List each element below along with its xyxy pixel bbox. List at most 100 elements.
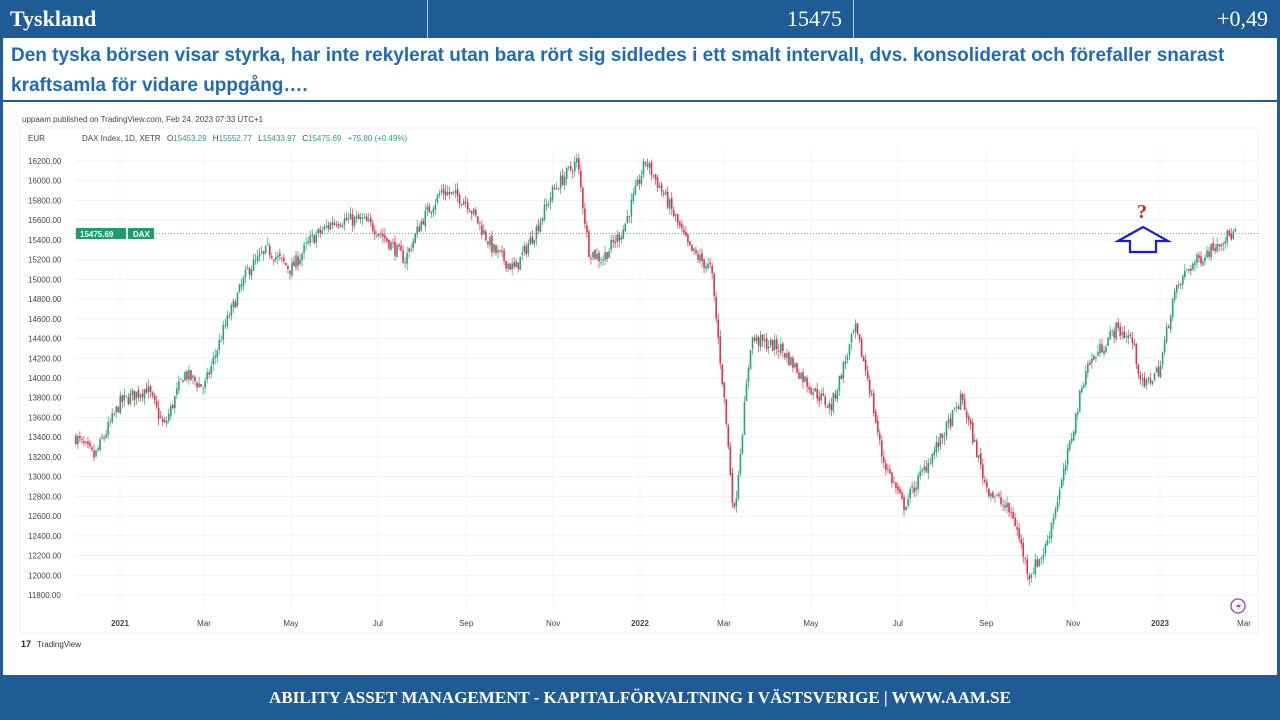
candle-body — [913, 487, 915, 493]
candle-body — [842, 362, 845, 379]
candle-body — [594, 249, 596, 259]
candle-body — [969, 420, 972, 425]
candle-body — [1139, 374, 1142, 380]
candle-body — [458, 195, 461, 204]
candle-body — [1076, 411, 1079, 415]
candle-body — [1190, 268, 1192, 271]
candle-body — [519, 256, 522, 270]
candle-body — [470, 211, 473, 214]
candle-body — [822, 393, 825, 396]
candle-body — [626, 215, 629, 223]
x-tick-label: Sep — [979, 619, 994, 628]
low-value: 15433.97 — [263, 134, 297, 143]
candle-body — [975, 440, 978, 458]
candle-body — [971, 422, 974, 443]
candle-body — [1151, 380, 1154, 384]
candle-body — [763, 339, 766, 342]
x-tick-label: Nov — [546, 619, 560, 628]
candle-body — [662, 193, 665, 195]
candle-body — [891, 472, 893, 483]
candle-body — [489, 237, 491, 246]
candle-body — [808, 387, 810, 390]
candle-body — [800, 373, 802, 379]
candle-body — [784, 352, 786, 358]
candle-body — [941, 433, 944, 438]
candle-body — [521, 252, 524, 255]
candle-body — [87, 441, 89, 445]
candle-body — [117, 406, 120, 413]
candle-body — [531, 236, 534, 244]
candle-body — [535, 226, 538, 240]
candle-body — [810, 388, 812, 394]
candle-body — [812, 392, 814, 395]
candle-body — [493, 244, 495, 252]
candle-body — [963, 399, 966, 410]
y-tick-label: 14600.00 — [28, 315, 62, 324]
candle-body — [315, 234, 318, 243]
candle-body — [608, 251, 610, 258]
candle-body — [1169, 316, 1172, 330]
candle-body — [883, 456, 885, 463]
candle-body — [683, 229, 685, 233]
candle-body — [139, 394, 142, 398]
candle-body — [947, 419, 950, 423]
candle-body — [95, 450, 97, 457]
candle-body — [755, 336, 758, 342]
candle-body — [695, 250, 697, 254]
candle-body — [749, 349, 752, 369]
x-tick-label: 2022 — [631, 619, 649, 628]
candle-body — [1058, 489, 1061, 500]
candle-body — [442, 188, 445, 194]
candle-body — [806, 377, 808, 387]
header-bar: Tyskland 15475 +0,49 — [0, 0, 1280, 38]
lightning-icon[interactable] — [1230, 598, 1246, 614]
candle-body — [699, 254, 701, 261]
candle-body — [186, 371, 188, 380]
candle-body — [361, 217, 364, 219]
candle-body — [727, 426, 730, 447]
candle-body — [988, 488, 990, 497]
candle-body — [1020, 538, 1022, 544]
candle-body — [200, 384, 202, 387]
candle-body — [798, 372, 800, 379]
candle-body — [802, 371, 804, 383]
candle-body — [1107, 338, 1109, 346]
dax-chart[interactable]: uppaam published on TradingView.com, Feb… — [12, 108, 1268, 668]
candle-body — [874, 411, 877, 423]
x-tick-label: Mar — [1237, 619, 1251, 628]
candle-body — [483, 230, 485, 235]
candle-body — [380, 233, 382, 235]
candle-body — [650, 162, 653, 176]
candle-body — [1111, 330, 1113, 331]
candle-body — [953, 407, 956, 409]
candle-body — [365, 216, 368, 222]
candle-body — [224, 324, 227, 326]
candle-body — [828, 402, 831, 409]
candle-body — [351, 214, 354, 226]
candle-body — [1141, 379, 1144, 381]
candle-body — [384, 235, 386, 239]
candle-body — [182, 380, 184, 383]
candle-body — [610, 239, 612, 250]
candle-body — [428, 206, 431, 213]
candle-body — [501, 250, 503, 252]
candle-body — [244, 269, 247, 278]
candle-body — [640, 175, 643, 184]
candle-body — [703, 259, 705, 268]
candle-body — [1200, 256, 1202, 264]
candle-body — [907, 498, 909, 506]
candle-body — [525, 246, 528, 254]
candle-body — [933, 450, 936, 456]
candle-body — [1226, 230, 1229, 243]
candle-body — [957, 406, 960, 410]
candle-body — [939, 433, 942, 446]
candle-body — [113, 413, 116, 415]
candle-body — [545, 204, 548, 207]
candle-body — [226, 315, 229, 326]
candle-body — [537, 225, 540, 231]
candle-body — [382, 233, 384, 237]
candle-body — [632, 193, 635, 202]
candle-body — [301, 253, 303, 261]
y-tick-label: 14800.00 — [28, 295, 62, 304]
candle-body — [1224, 241, 1227, 244]
